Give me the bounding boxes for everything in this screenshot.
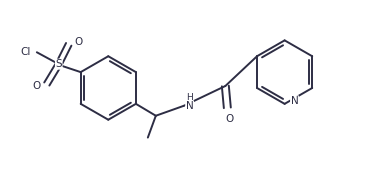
Text: O: O xyxy=(33,81,41,91)
Text: O: O xyxy=(75,37,83,47)
Text: H: H xyxy=(186,93,192,102)
Text: Cl: Cl xyxy=(21,47,31,57)
Text: N: N xyxy=(291,96,298,106)
Text: O: O xyxy=(225,114,233,124)
Text: N: N xyxy=(186,101,194,111)
Text: S: S xyxy=(56,59,62,69)
